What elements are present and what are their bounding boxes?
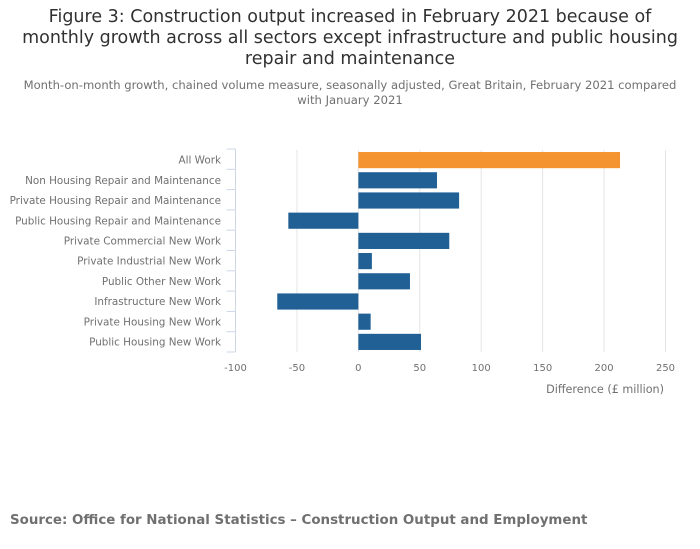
x-tick-label: 0 [355, 363, 361, 374]
bar [358, 152, 621, 169]
bar [358, 172, 437, 189]
category-label: Public Housing New Work [89, 337, 221, 349]
category-label: Private Housing Repair and Maintenance [10, 195, 221, 207]
x-tick-label: 150 [533, 363, 552, 374]
category-label: Private Commercial New Work [64, 236, 221, 248]
value-axis: -100 -50 0 50 100 150 200 250 [224, 363, 675, 374]
category-label: Infrastructure New Work [94, 296, 221, 308]
bar [358, 232, 450, 249]
bar [358, 192, 460, 209]
category-label: All Work [179, 155, 222, 167]
chart-title: Figure 3: Construction output increased … [22, 7, 678, 69]
bar [358, 313, 371, 330]
category-label: Private Industrial New Work [77, 256, 221, 268]
gridlines [296, 150, 666, 352]
source-note: Source: Office for National Statistics –… [10, 513, 588, 528]
x-tick-label: -100 [224, 363, 247, 374]
bars [277, 152, 621, 350]
category-axis: All Work Non Housing Repair and Maintenan… [10, 148, 236, 353]
x-tick-label: 100 [472, 363, 491, 374]
category-label: Public Other New Work [102, 276, 221, 288]
bar [358, 253, 372, 270]
x-axis-title: Difference (£ million) [546, 383, 664, 396]
bar [277, 293, 359, 310]
category-label: Private Housing New Work [84, 316, 221, 328]
bar [288, 212, 359, 229]
category-label: Non Housing Repair and Maintenance [25, 175, 221, 187]
x-tick-label: 250 [656, 363, 675, 374]
category-label: Public Housing Repair and Maintenance [15, 215, 221, 227]
x-tick-label: 50 [413, 363, 426, 374]
bar [358, 273, 410, 290]
x-tick-label: -50 [289, 363, 305, 374]
chart-subtitle: Month-on-month growth, chained volume me… [23, 78, 677, 107]
bar [358, 333, 422, 350]
x-tick-label: 200 [595, 363, 614, 374]
